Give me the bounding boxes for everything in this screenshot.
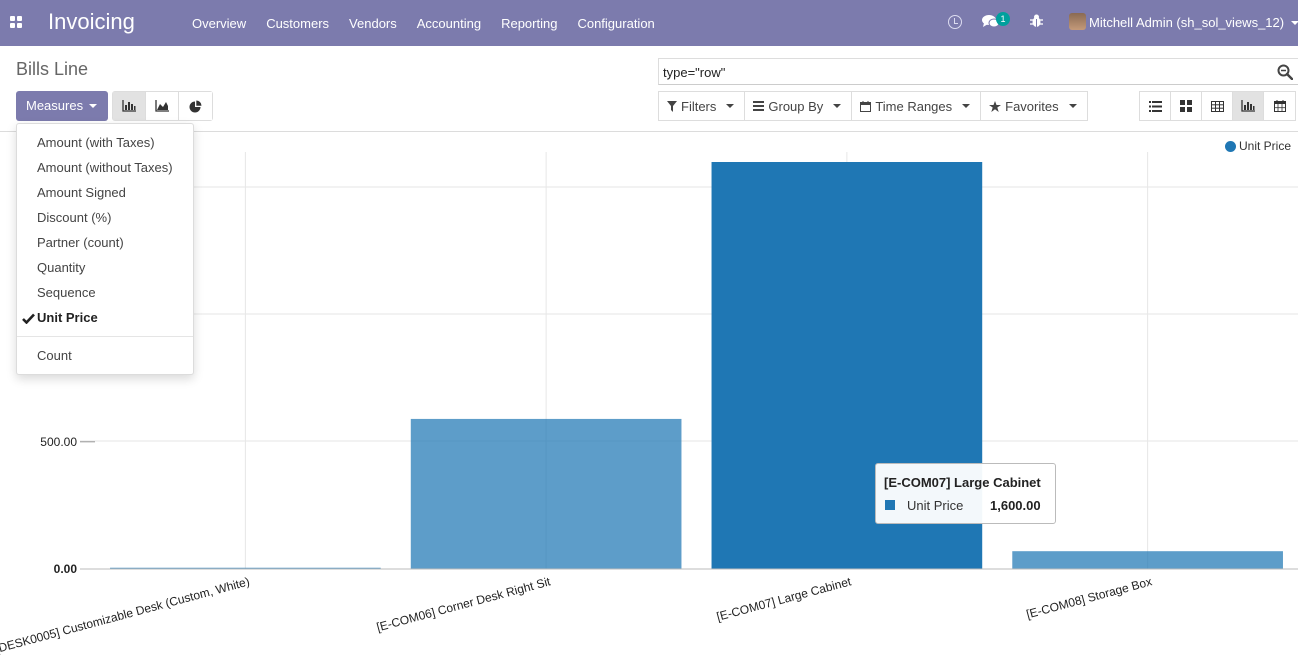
search-box[interactable] (658, 58, 1298, 85)
main-menu: Overview Customers Vendors Accounting Re… (182, 0, 665, 46)
dropdown-divider (17, 336, 193, 337)
measure-amount-signed[interactable]: Amount Signed (37, 185, 126, 200)
filters-label: Filters (681, 98, 717, 114)
search-input[interactable] (663, 63, 1263, 81)
menu-item-configuration[interactable]: Configuration (577, 15, 655, 31)
favorites-button[interactable]: Favorites (980, 91, 1088, 121)
calendar-icon (1273, 100, 1286, 112)
time-ranges-label: Time Ranges (875, 98, 953, 114)
breadcrumb: Bills Line (16, 59, 89, 79)
chart-type-switcher (112, 91, 213, 121)
time-ranges-button[interactable]: Time Ranges (851, 91, 982, 121)
measures-dropdown: Amount (with Taxes) Amount (without Taxe… (16, 123, 194, 375)
star-icon (989, 100, 1002, 112)
group-by-label: Group By (768, 98, 824, 114)
filters-button[interactable]: Filters (658, 91, 746, 121)
menu-item-customers[interactable]: Customers (266, 15, 330, 31)
debug-bug-icon[interactable] (1030, 14, 1043, 28)
legend-swatch (1225, 140, 1236, 152)
tooltip-value: 1,600.00 (990, 498, 1041, 513)
menu-item-vendors[interactable]: Vendors (349, 15, 397, 31)
x-tick-label: [E-COM07] Large Cabinet (715, 574, 853, 624)
bar-chart: 0.00 500.00 [DESK0005] Customizable Desk (… (0, 152, 1298, 656)
activity-clock-icon[interactable] (948, 15, 962, 29)
bar (410, 418, 682, 569)
menu-item-overview[interactable]: Overview (192, 15, 247, 31)
chevron-down-icon (962, 104, 971, 108)
area-chart-icon (155, 100, 169, 112)
legend-label: Unit Price (1239, 139, 1292, 153)
x-tick-label: [E-COM06] Corner Desk Right Sit (375, 574, 553, 634)
bar (1012, 551, 1283, 569)
check-icon (22, 313, 35, 324)
calendar-icon (860, 100, 872, 112)
bar-chart-icon (1241, 100, 1255, 112)
x-tick-label: [E-COM08] Storage Box (1025, 574, 1154, 621)
list-view-button[interactable] (1140, 92, 1171, 120)
kanban-icon (1180, 100, 1192, 112)
favorites-label: Favorites (1005, 98, 1059, 114)
tooltip-label: Unit Price (907, 498, 964, 513)
y-tick-label: 500.00 (40, 435, 77, 449)
kanban-view-button[interactable] (1171, 92, 1202, 120)
pivot-view-button[interactable] (1202, 92, 1233, 120)
app-name: Invoicing (48, 9, 135, 34)
measure-amount-with-taxes[interactable]: Amount (with Taxes) (37, 135, 155, 150)
search-options: Filters Group By Time Ranges Favorites (658, 91, 1088, 121)
chevron-down-icon (89, 104, 97, 108)
main-navbar: Invoicing Overview Customers Vendors Acc… (0, 0, 1298, 46)
measure-sequence[interactable]: Sequence (37, 285, 96, 300)
menu-item-accounting[interactable]: Accounting (416, 15, 482, 31)
chart-tooltip: [E-COM07] Large Cabinet Unit Price 1,600… (875, 463, 1056, 524)
table-icon (1210, 100, 1224, 112)
user-menu-caret-icon[interactable] (1291, 21, 1298, 25)
search-icon[interactable] (1277, 64, 1293, 80)
y-tick-label: 0.00 (54, 562, 78, 576)
chevron-down-icon (833, 104, 842, 108)
pie-chart-icon (189, 100, 202, 112)
bar-chart-icon (122, 100, 136, 112)
chevron-down-icon (1068, 104, 1077, 108)
control-panel-divider (0, 131, 1298, 132)
graph-view-button[interactable] (1233, 92, 1264, 120)
list-icon (1148, 100, 1162, 112)
measure-quantity[interactable]: Quantity (37, 260, 86, 275)
measure-discount[interactable]: Discount (%) (37, 210, 112, 225)
bar (110, 567, 381, 569)
calendar-view-button[interactable] (1264, 92, 1295, 120)
chart-legend[interactable]: Unit Price (1225, 139, 1291, 153)
apps-menu-icon[interactable] (10, 16, 23, 29)
line-chart-button[interactable] (146, 92, 179, 120)
bar-chart-button[interactable] (113, 92, 146, 120)
measure-count[interactable]: Count (37, 348, 72, 363)
tooltip-swatch (885, 500, 895, 510)
group-by-button[interactable]: Group By (744, 91, 853, 121)
x-tick-label: [DESK0005] Customizable Desk (Custom, Wh… (0, 574, 251, 656)
measure-unit-price[interactable]: Unit Price (37, 310, 98, 325)
chevron-down-icon (726, 104, 735, 108)
messages-badge: 1 (996, 12, 1010, 26)
bars-icon (753, 101, 765, 111)
user-avatar[interactable] (1069, 13, 1086, 30)
menu-item-reporting[interactable]: Reporting (501, 15, 558, 31)
measures-button-label: Measures (26, 98, 84, 113)
pie-chart-button[interactable] (179, 92, 212, 120)
user-menu[interactable]: Mitchell Admin (sh_sol_views_12) (1089, 15, 1285, 30)
chat-icon[interactable] (982, 14, 999, 29)
measure-amount-without-taxes[interactable]: Amount (without Taxes) (37, 160, 173, 175)
view-switcher (1139, 91, 1296, 121)
measures-button[interactable]: Measures (16, 91, 108, 121)
measure-partner-count[interactable]: Partner (count) (37, 235, 124, 250)
tooltip-title: [E-COM07] Large Cabinet (884, 475, 1041, 490)
filter-icon (667, 100, 677, 112)
